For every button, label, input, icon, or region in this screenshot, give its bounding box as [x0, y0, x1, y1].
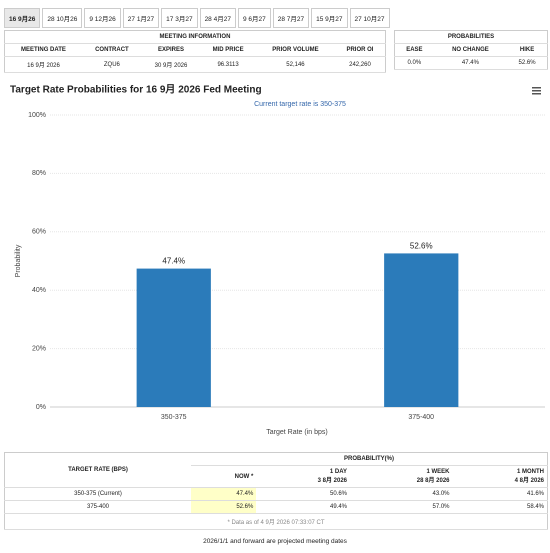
chart-subtitle: Current target rate is 350-375 [254, 101, 346, 108]
tabs: 16 9月26 28 10月26 9 12月26 27 1月27 17 3月27 28 4… [4, 8, 390, 28]
y-tick-label: 60% [32, 229, 46, 236]
column-header-line: 4 8月 2026 [514, 478, 544, 484]
chart: Target Rate Probabilities for 16 9月 2026… [10, 84, 545, 436]
tab[interactable]: 16 9月26 [4, 8, 41, 28]
cell: 52.6% [507, 56, 548, 70]
y-tick-label: 0% [36, 404, 46, 411]
cell: 375-400 [4, 500, 191, 514]
column-header: NO CHANGE [433, 43, 508, 57]
meeting-info-table: MEETING INFORMATION MEETING DATE CONTRACT E… [4, 30, 386, 73]
row: TARGET RATE (BPS) PROBABILITY(%) [4, 452, 548, 488]
cell: 47.4% [191, 487, 257, 501]
row: 350-375 (Current) 47.4% 50.6% 43.0% 41.6% [4, 487, 548, 501]
column-header: HIKE [507, 43, 548, 57]
column-header-line: 1 WEEK [426, 469, 450, 475]
column-header: MID PRICE [200, 43, 256, 57]
probability-table: TARGET RATE (BPS) PROBABILITY(%) NOW * 1 DA… [4, 452, 548, 530]
column-header: 1 DAY 3 8月 2026 [256, 465, 350, 488]
row: 16 9月 2026 ZQU6 30 9月 2026 96.3113 52,146 242… [4, 56, 386, 73]
column-header: PRIOR VOLUME [255, 43, 335, 57]
data-label: 47.4% [162, 257, 185, 266]
row: MEETING DATE CONTRACT EXPIRES MID PRICE PRIO… [4, 43, 386, 57]
column-header-line: 28 8月 2026 [416, 478, 450, 484]
column-header: PRIOR OI [334, 43, 386, 57]
tab[interactable]: 27 10月27 [349, 8, 390, 28]
x-axis-label: Target Rate (in bps) [266, 429, 327, 436]
column-header: NOW * [191, 465, 257, 488]
y-tick-label: 100% [28, 112, 46, 119]
chart-title: Target Rate Probabilities for 16 9月 2026… [10, 84, 262, 96]
column-header: EXPIRES [141, 43, 201, 57]
note: * Data as of 4 9月 2026 07:33:07 CT [4, 513, 548, 530]
table-title: MEETING INFORMATION [4, 30, 386, 44]
row: MEETING INFORMATION [4, 30, 386, 44]
cell: 49.4% [256, 500, 350, 514]
row: 375-400 52.6% 49.4% 57.0% 58.4% [4, 500, 548, 514]
y-tick-label: 80% [32, 170, 46, 177]
column-header-line: 1 DAY [329, 469, 347, 475]
cell: 350-375 (Current) [4, 487, 191, 501]
y-tick-label: 40% [32, 287, 46, 294]
tab[interactable]: 17 3月27 [161, 8, 198, 28]
row: NOW * 1 DAY 3 8月 2026 1 WEEK 28 8月 2026 1 MON… [5, 465, 548, 488]
row: * Data as of 4 9月 2026 07:33:07 CT [4, 513, 548, 530]
tab[interactable]: 28 7月27 [272, 8, 310, 28]
row: EASE NO CHANGE HIKE [394, 43, 548, 57]
cell: 52.6% [191, 500, 257, 514]
column-header-line: 1 MONTH [517, 469, 544, 475]
row: 0.0% 47.4% 52.6% [394, 56, 548, 70]
probabilities-table: PROBABILITIES EASE NO CHANGE HIKE 0.0% 47.4% 5… [394, 30, 548, 70]
x-tick-label: 375-400 [408, 414, 434, 421]
column-header: 1 MONTH 4 8月 2026 [452, 465, 548, 488]
tab[interactable]: 27 1月27 [122, 8, 160, 28]
y-tick-label: 20% [32, 345, 46, 352]
column-header-line: 3 8月 2026 [317, 478, 347, 484]
group-header: PROBABILITY(%) [191, 452, 548, 466]
cell: 43.0% [350, 487, 453, 501]
cell: 0.0% [394, 56, 434, 70]
data-label: 52.6% [410, 242, 433, 251]
column-header: 1 WEEK 28 8月 2026 [350, 465, 453, 488]
row: PROBABILITIES [394, 30, 548, 44]
table-title: PROBABILITIES [394, 30, 548, 44]
cell: 96.3113 [200, 56, 256, 73]
tab[interactable]: 28 10月26 [42, 8, 83, 28]
column-header: CONTRACT [82, 43, 142, 57]
tab[interactable]: 15 9月27 [311, 8, 348, 28]
cell: 30 9月 2026 [141, 56, 201, 73]
menu-icon[interactable] [532, 87, 541, 95]
cell: 58.4% [452, 500, 548, 514]
tab[interactable]: 28 4月27 [199, 8, 236, 28]
column-header: TARGET RATE (BPS) [4, 452, 191, 488]
cell: 52,146 [255, 56, 335, 73]
y-axis-label: Probability [15, 244, 22, 277]
column-header: EASE [394, 43, 434, 57]
footer: 2026/1/1 and forward are projected meeti… [203, 538, 347, 545]
column-header: MEETING DATE [4, 43, 82, 57]
cell: 16 9月 2026 [4, 56, 82, 73]
bar [384, 253, 459, 407]
cell: 242,260 [334, 56, 386, 73]
bar [136, 268, 211, 407]
tab[interactable]: 9 6月27 [237, 8, 271, 28]
x-tick-label: 350-375 [161, 414, 187, 421]
column-header-line: NOW * [234, 473, 254, 480]
tab[interactable]: 9 12月26 [84, 8, 121, 28]
cell: ZQU6 [82, 56, 142, 73]
cell: 50.6% [256, 487, 350, 501]
cell: 57.0% [350, 500, 453, 514]
cell: 41.6% [452, 487, 548, 501]
cell: 47.4% [433, 56, 508, 70]
